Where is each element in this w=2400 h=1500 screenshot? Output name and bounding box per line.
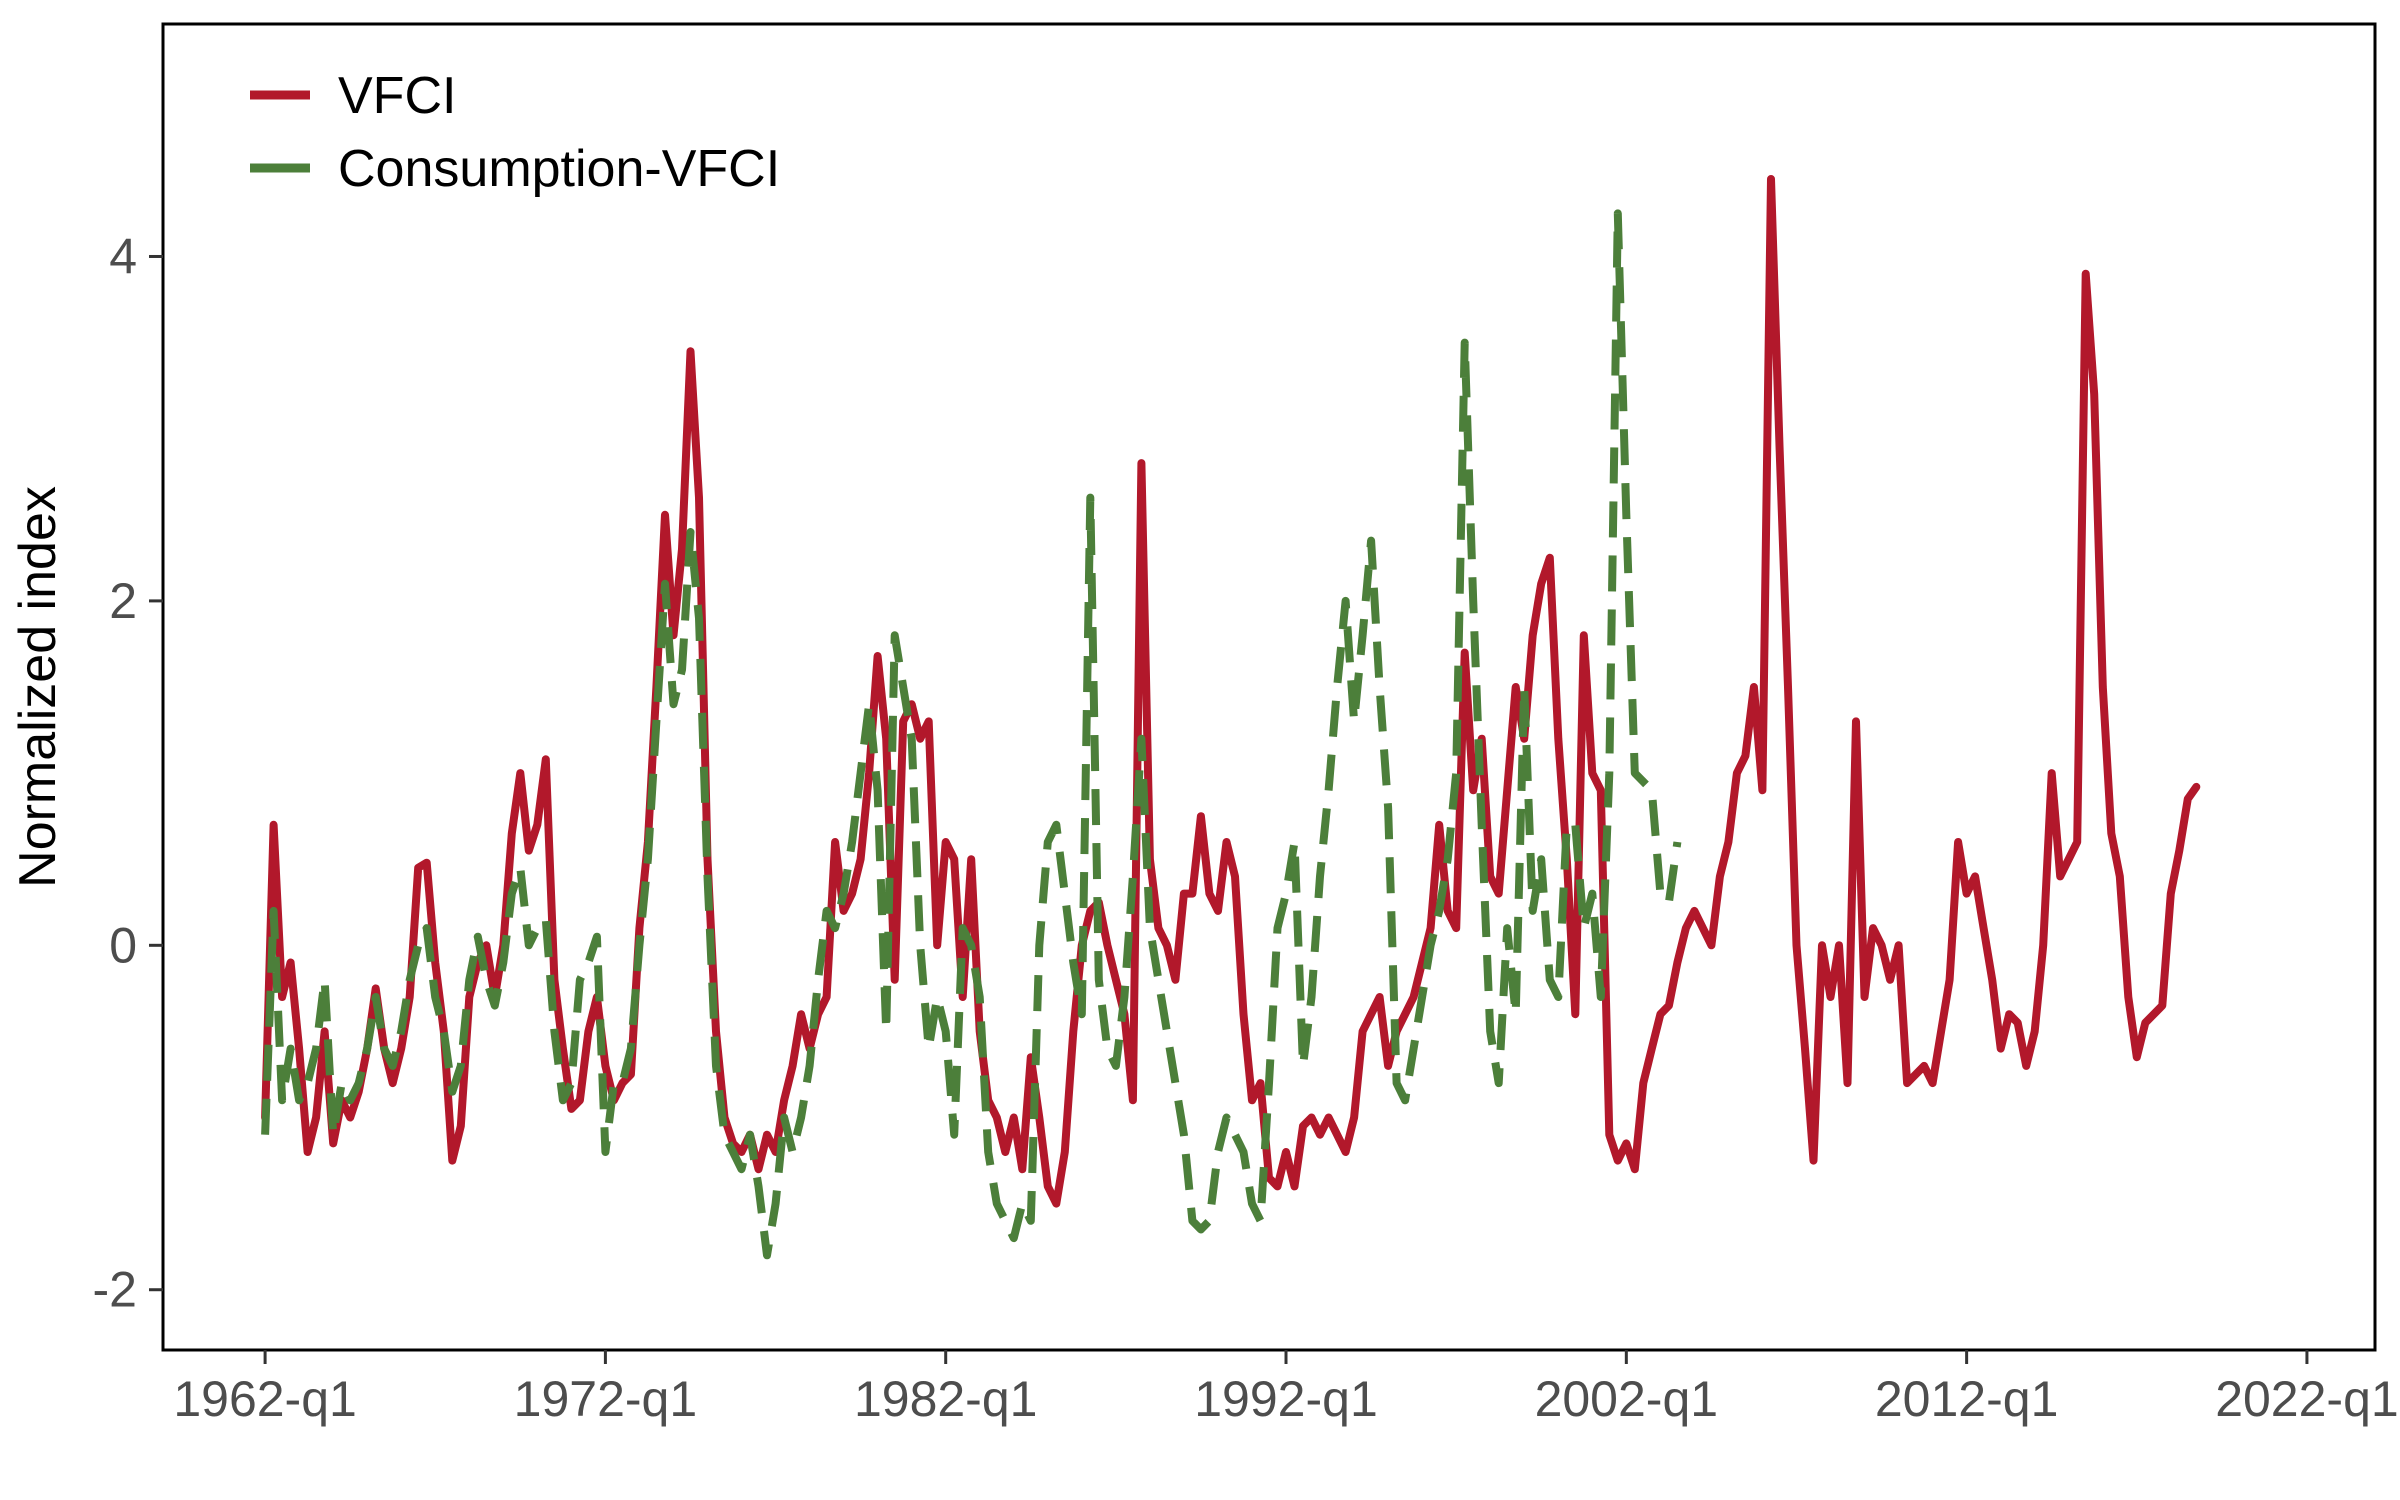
series-line-consumption-vfci bbox=[261, 209, 1682, 1260]
series-line-vfci bbox=[261, 175, 2201, 1208]
x-tick-label: 1982-q1 bbox=[854, 1371, 1038, 1427]
x-tick-label: 2002-q1 bbox=[1535, 1371, 1719, 1427]
x-tick-label: 2022-q1 bbox=[2215, 1371, 2399, 1427]
legend-label-consumption-vfci: Consumption-VFCI bbox=[338, 140, 780, 198]
y-axis-title: Normalized index bbox=[9, 486, 67, 888]
y-tick-label: 4 bbox=[109, 228, 137, 284]
x-tick-label: 1972-q1 bbox=[514, 1371, 698, 1427]
legend-label-vfci: VFCI bbox=[338, 67, 456, 125]
y-tick-label: -2 bbox=[93, 1262, 137, 1318]
x-tick-label: 1962-q1 bbox=[173, 1371, 357, 1427]
x-tick-label: 1992-q1 bbox=[1194, 1371, 1378, 1427]
y-tick-label: 0 bbox=[109, 917, 137, 973]
x-tick-label: 2012-q1 bbox=[1875, 1371, 2059, 1427]
y-axis: -2 0 2 4 bbox=[93, 228, 163, 1318]
legend: VFCI Consumption-VFCI bbox=[250, 67, 780, 198]
y-tick-label: 2 bbox=[109, 573, 137, 629]
x-axis: 1962-q1 1972-q1 1982-q1 1992-q1 2002-q1 2012-… bbox=[173, 1350, 2399, 1427]
series-layer bbox=[261, 175, 2201, 1260]
